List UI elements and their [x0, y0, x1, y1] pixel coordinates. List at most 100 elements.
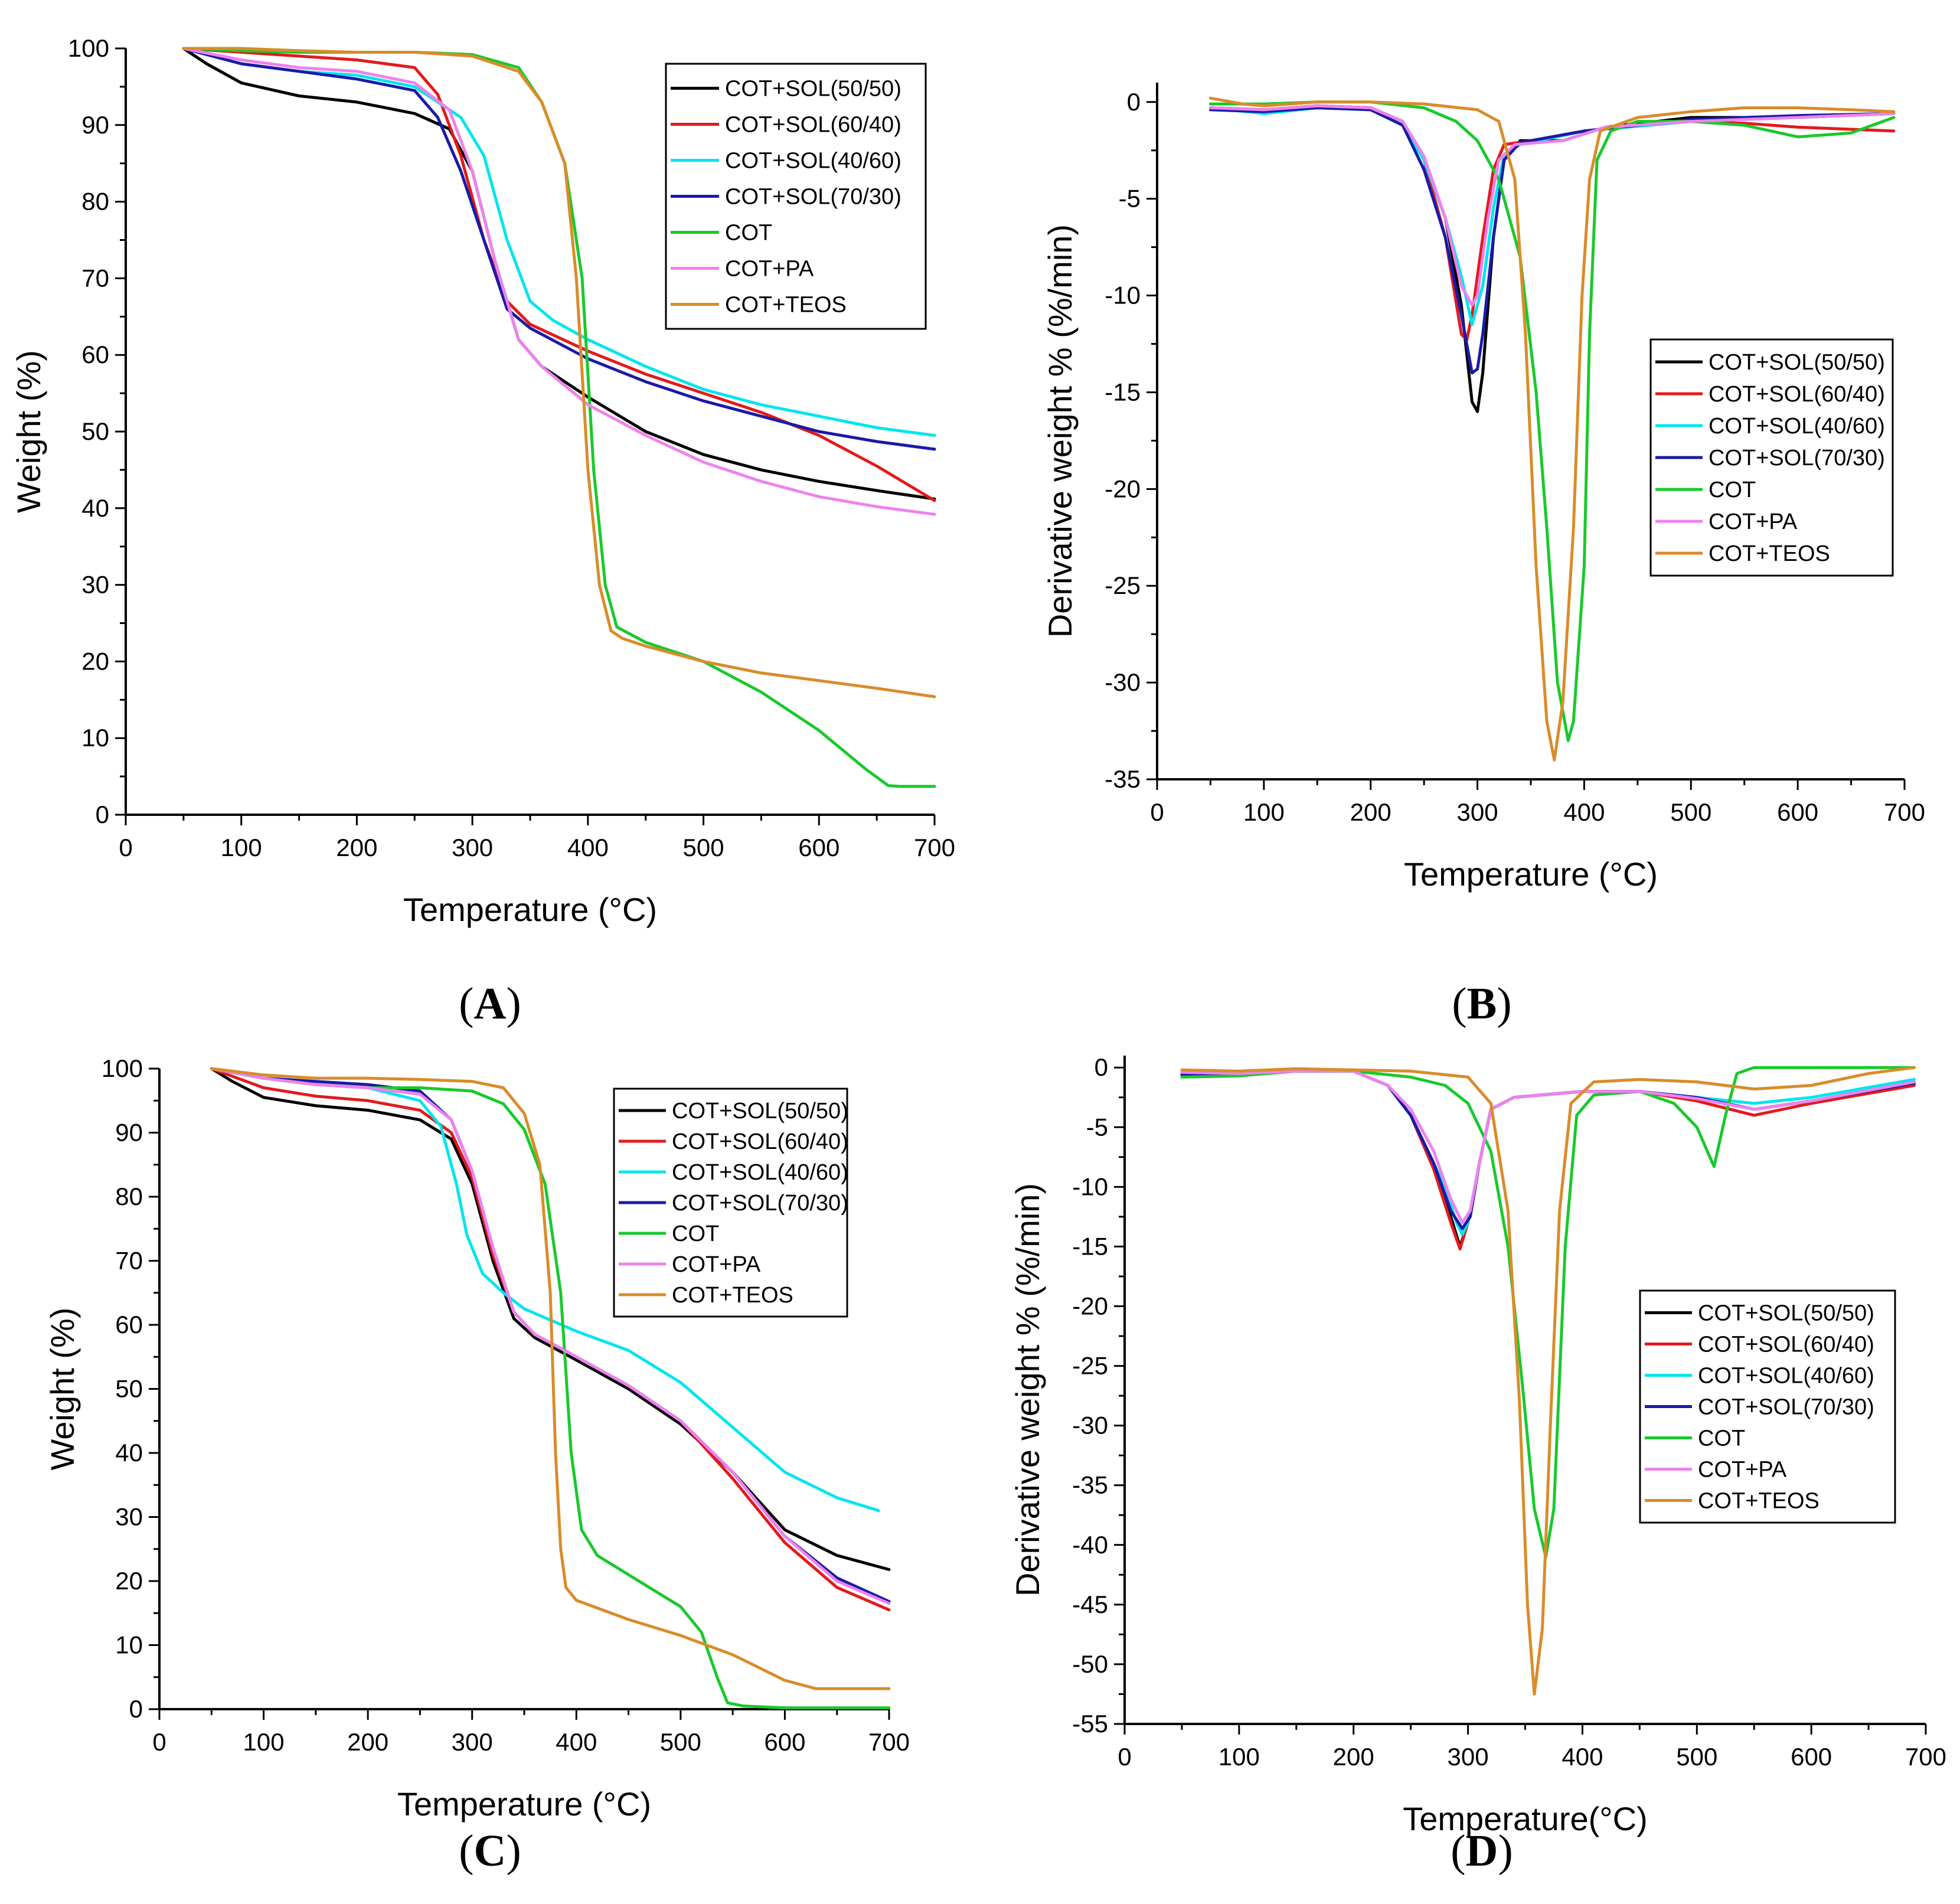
y-tick-label-b: -25 [1105, 571, 1141, 599]
x-tick-label-d: 200 [1333, 1743, 1374, 1771]
y-axis-title-d: Derivative weight % (%/min) [1009, 1183, 1046, 1596]
legend-label-c-cot-sol-70-30: COT+SOL(70/30) [672, 1191, 848, 1216]
y-tick-label-b: -15 [1105, 378, 1141, 406]
y-tick-label-c: 20 [115, 1567, 143, 1595]
series-line-b-cot-pa [1208, 104, 1896, 307]
x-tick-label-c: 400 [556, 1728, 597, 1756]
y-tick-label-a: 100 [68, 34, 109, 62]
y-tick-label-a: 10 [81, 724, 109, 752]
y-tick-label-d: -10 [1072, 1173, 1108, 1200]
y-tick-label-d: 0 [1095, 1053, 1108, 1081]
legend-label-c-cot: COT [672, 1222, 719, 1246]
legend-label-b-cot-sol-40-60: COT+SOL(40/60) [1709, 414, 1885, 439]
y-tick-label-a: 90 [81, 111, 109, 139]
series-line-b-cot-teos [1208, 96, 1896, 762]
x-tick-label-c: 300 [452, 1728, 493, 1756]
x-tick-label-b: 700 [1884, 798, 1925, 826]
chart-b: 0 100 200 300 400 500 600 700 0 -5 -10 -15 -20 -25 -30… [1041, 83, 1925, 893]
y-tick-label-c: 100 [102, 1054, 143, 1082]
y-tick-label-a: 80 [81, 188, 109, 215]
y-tick-label-d: -45 [1072, 1591, 1108, 1618]
x-axis-title-b: Temperature (°C) [1404, 855, 1658, 893]
y-tick-label-a: 40 [81, 494, 109, 522]
y-tick-label-c: 80 [115, 1183, 143, 1210]
legend-label-c-cot-sol-60-40: COT+SOL(60/40) [672, 1129, 848, 1154]
y-tick-label-b: -35 [1105, 765, 1141, 793]
legend-label-a-cot-teos: COT+TEOS [725, 293, 847, 318]
y-tick-label-c: 90 [115, 1119, 143, 1147]
legend-label-c-cot-pa: COT+PA [672, 1252, 761, 1277]
series-line-c-cot-pa [210, 1067, 891, 1605]
x-tick-label-c: 100 [243, 1728, 285, 1756]
x-tick-label-d: 400 [1562, 1743, 1603, 1771]
legend-label-a-cot-sol-40-60: COT+SOL(40/60) [725, 149, 901, 174]
x-tick-label-c: 600 [764, 1728, 805, 1756]
x-axis-title-d: Temperature(°C) [1403, 1800, 1648, 1837]
legend-label-b-cot: COT [1709, 478, 1756, 502]
y-tick-label-c: 0 [129, 1695, 143, 1723]
y-tick-label-a: 60 [81, 341, 109, 368]
x-tick-label-a: 0 [119, 834, 132, 861]
y-tick-label-a: 30 [81, 571, 109, 599]
chart-d: 0 100 200 300 400 500 600 700 0 -5 -10 -15 -20 -25 -30… [1009, 1053, 1946, 1837]
x-tick-label-d: 300 [1448, 1743, 1489, 1771]
legend-label-d-cot-teos: COT+TEOS [1698, 1489, 1819, 1514]
legend-label-d-cot-pa: COT+PA [1698, 1458, 1787, 1482]
x-tick-label-c: 500 [660, 1728, 701, 1756]
y-tick-label-c: 10 [115, 1631, 143, 1659]
legend-label-d-cot-sol-40-60: COT+SOL(40/60) [1698, 1364, 1874, 1389]
legend-label-b-cot-sol-50-50: COT+SOL(50/50) [1709, 350, 1885, 375]
y-tick-label-d: -35 [1072, 1471, 1108, 1499]
legend-label-c-cot-teos: COT+TEOS [672, 1283, 793, 1308]
x-tick-label-c: 200 [347, 1728, 388, 1756]
legend-label-c-cot-sol-40-60: COT+SOL(40/60) [672, 1160, 848, 1185]
panel-label-b: (B) [1452, 979, 1511, 1028]
y-tick-label-b: -10 [1105, 282, 1141, 309]
legend-label-a-cot: COT [725, 221, 772, 246]
chart-c: 0 100 200 300 400 500 600 700 0 10 20 30 40 50 60 70 80 9… [44, 1054, 910, 1823]
x-tick-label-b: 400 [1563, 798, 1605, 826]
panel-label-c: (C) [459, 1826, 521, 1876]
series-line-d-cot-teos [1180, 1066, 1916, 1696]
legend-label-a-cot-sol-60-40: COT+SOL(60/40) [725, 113, 901, 138]
legend-label-d-cot-sol-70-30: COT+SOL(70/30) [1698, 1395, 1874, 1420]
y-tick-label-b: -30 [1105, 668, 1141, 696]
y-axis-title-b: Derivative weight % (%/min) [1041, 224, 1079, 638]
x-tick-label-b: 600 [1777, 798, 1818, 826]
y-tick-label-a: 50 [81, 417, 109, 445]
y-tick-label-c: 50 [115, 1375, 143, 1403]
x-tick-label-d: 600 [1791, 1743, 1832, 1771]
y-tick-label-b: -20 [1105, 475, 1141, 502]
x-tick-label-b: 0 [1150, 798, 1164, 826]
x-tick-label-a: 400 [567, 834, 609, 861]
x-tick-label-d: 100 [1219, 1743, 1260, 1771]
x-tick-label-c: 700 [868, 1728, 910, 1756]
y-tick-label-b: -5 [1119, 185, 1141, 213]
x-tick-label-d: 500 [1676, 1743, 1717, 1771]
y-tick-label-c: 30 [115, 1503, 143, 1531]
y-tick-label-d: -30 [1072, 1412, 1108, 1439]
legend-label-a-cot-sol-50-50: COT+SOL(50/50) [725, 77, 901, 102]
chart-a: 0 100 200 300 400 500 600 700 0 10 20 30 40 50 60 70 80 9… [10, 34, 955, 928]
series-line-a-cot-sol-40-60 [182, 47, 936, 437]
series-line-b-cot-sol-70-30 [1208, 106, 1896, 375]
panel-label-a: (A) [459, 979, 521, 1028]
y-tick-label-d: -20 [1072, 1292, 1108, 1320]
x-tick-label-a: 600 [798, 834, 839, 861]
series-line-c-cot [210, 1067, 891, 1710]
y-tick-label-a: 70 [81, 264, 109, 292]
series-line-a-cot-teos [182, 47, 936, 698]
x-tick-label-d: 0 [1118, 1743, 1131, 1771]
x-tick-label-a: 300 [452, 834, 493, 861]
y-tick-label-d: -55 [1072, 1710, 1108, 1738]
legend-label-b-cot-sol-60-40: COT+SOL(60/40) [1709, 382, 1885, 407]
x-tick-label-a: 200 [336, 834, 377, 861]
x-tick-label-d: 700 [1905, 1743, 1946, 1771]
legend-label-d-cot-sol-50-50: COT+SOL(50/50) [1698, 1301, 1874, 1326]
y-tick-label-c: 40 [115, 1439, 143, 1467]
x-tick-label-a: 100 [221, 834, 262, 861]
series-line-a-cot-sol-70-30 [182, 47, 936, 451]
legend-label-d-cot: COT [1698, 1426, 1745, 1451]
